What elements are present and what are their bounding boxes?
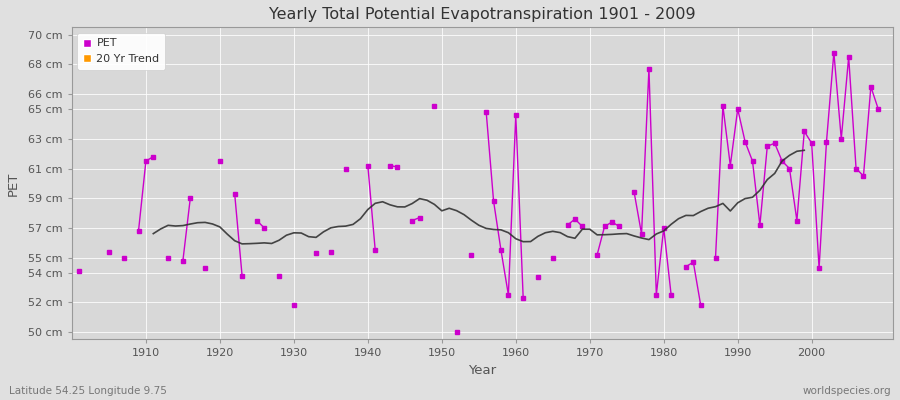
X-axis label: Year: Year: [468, 364, 497, 377]
Text: worldspecies.org: worldspecies.org: [803, 386, 891, 396]
Y-axis label: PET: PET: [7, 171, 20, 196]
Text: Latitude 54.25 Longitude 9.75: Latitude 54.25 Longitude 9.75: [9, 386, 166, 396]
Title: Yearly Total Potential Evapotranspiration 1901 - 2009: Yearly Total Potential Evapotranspiratio…: [269, 7, 696, 22]
Legend: PET, 20 Yr Trend: PET, 20 Yr Trend: [77, 33, 165, 70]
